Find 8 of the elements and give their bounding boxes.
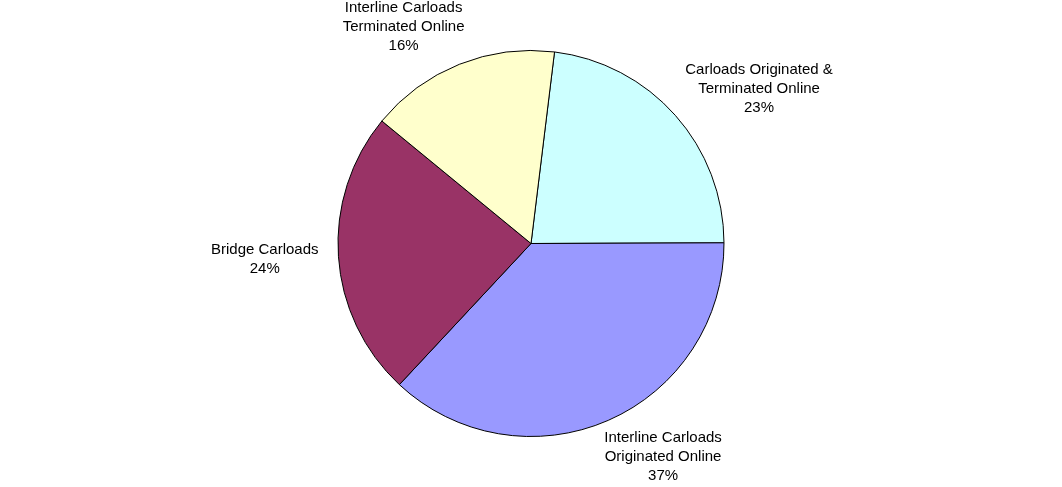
- slice-label: Carloads Originated & Terminated Online: [685, 59, 833, 96]
- data-label: 23%: [744, 97, 775, 115]
- data-label: 37%: [648, 466, 679, 484]
- slice-label: Bridge Carloads: [210, 239, 319, 257]
- slice-label: Interline Carloads Originated Online: [604, 428, 722, 465]
- data-label: 16%: [388, 36, 419, 54]
- data-label: 24%: [249, 258, 280, 276]
- slice-label: Interline Carloads Terminated Online: [342, 0, 465, 35]
